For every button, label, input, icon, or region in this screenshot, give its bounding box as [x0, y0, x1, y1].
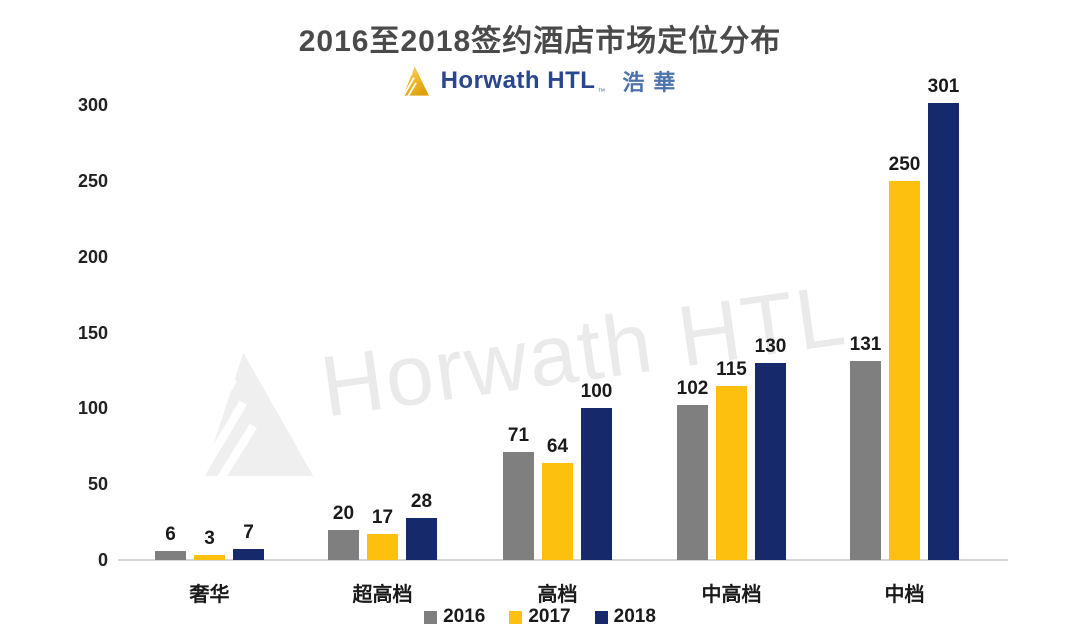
legend-label: 2018	[613, 606, 656, 627]
legend-swatch	[509, 610, 523, 624]
bar-2017-中档	[889, 181, 920, 560]
bar-2016-奢华	[155, 551, 186, 560]
value-label: 7	[243, 522, 254, 543]
category-label: 超高档	[352, 584, 413, 606]
value-label: 6	[165, 524, 176, 545]
category-label: 奢华	[189, 584, 230, 606]
value-label: 131	[849, 334, 882, 355]
chart-title: 2016至2018签约酒店市场定位分布	[298, 25, 782, 58]
bar-2016-超高档	[328, 530, 359, 560]
value-label: 3	[204, 528, 215, 549]
value-label: 100	[580, 381, 613, 402]
legend-swatch	[594, 610, 608, 624]
legend: 2016 2017 2018	[0, 606, 1080, 628]
horwath-triangle-icon	[397, 66, 429, 97]
legend-swatch	[424, 610, 438, 624]
y-axis-tick-label: 300	[77, 95, 108, 115]
bar-2016-中高档	[677, 405, 708, 560]
watermark-triangle-icon	[169, 352, 314, 496]
bar-2018-中高档	[755, 363, 786, 560]
brand-name: Horwath HTL	[440, 67, 596, 94]
legend-item-2016: 2016	[424, 606, 485, 628]
y-axis-tick-label: 50	[87, 474, 108, 495]
bar-2018-超高档	[406, 518, 437, 560]
legend-item-2018: 2018	[594, 606, 656, 628]
category-label: 高档	[537, 584, 578, 606]
y-axis-tick-label: 200	[77, 246, 108, 267]
legend-item-2017: 2017	[509, 606, 571, 628]
value-label: 20	[332, 503, 355, 524]
category-label: 中高档	[701, 584, 762, 606]
brand-chinese-name: 浩華	[622, 70, 685, 96]
value-label: 115	[716, 359, 747, 380]
category-label: 中档	[884, 584, 925, 606]
bar-2017-奢华	[194, 555, 225, 560]
bar-2017-中高档	[716, 386, 747, 560]
bar-2018-奢华	[233, 549, 264, 560]
value-label: 130	[754, 336, 787, 357]
y-axis-tick-label: 250	[77, 170, 108, 191]
legend-label: 2017	[528, 606, 571, 627]
y-axis-tick-label: 0	[97, 550, 108, 570]
value-label: 301	[927, 76, 960, 97]
x-axis-line	[118, 559, 1008, 561]
value-label: 250	[888, 154, 921, 175]
bar-2017-超高档	[367, 534, 398, 560]
value-label: 28	[410, 491, 433, 512]
trademark-symbol: ™	[597, 87, 606, 96]
bar-2018-高档	[581, 408, 612, 560]
value-label: 102	[676, 378, 709, 399]
value-label: 71	[507, 425, 530, 446]
value-label: 17	[371, 507, 394, 528]
bar-2018-中档	[928, 103, 959, 560]
legend-label: 2016	[443, 606, 486, 627]
bar-2016-高档	[503, 452, 534, 560]
y-axis-tick-label: 100	[77, 398, 108, 419]
bar-2017-高档	[542, 463, 573, 560]
brand-logo: Horwath HTL ™ 浩華	[0, 62, 1080, 100]
bar-2016-中档	[850, 361, 881, 560]
value-label: 64	[546, 436, 569, 457]
y-axis-tick-label: 150	[77, 322, 108, 343]
